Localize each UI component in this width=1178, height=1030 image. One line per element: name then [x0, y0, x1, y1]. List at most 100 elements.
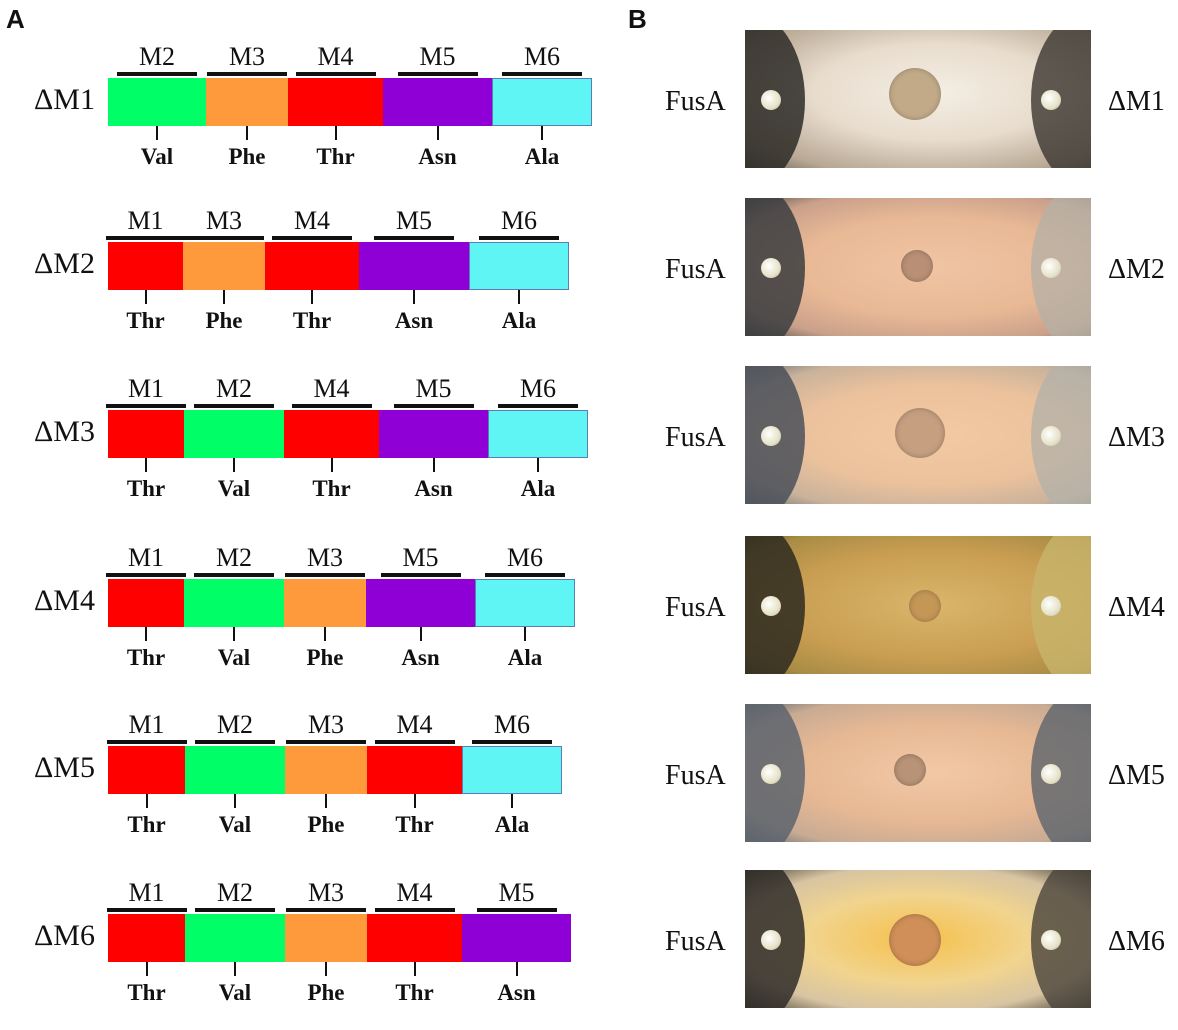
module-name: M2	[215, 374, 253, 403]
module-name: M3	[306, 543, 344, 572]
amino-acid-label: Phe	[228, 144, 266, 169]
module-tick	[144, 290, 147, 304]
colony-left	[761, 596, 781, 616]
plate-right-label: ΔM4	[1108, 592, 1165, 623]
module-tick	[334, 126, 337, 140]
module-tick	[233, 458, 235, 472]
colony-right	[1041, 930, 1061, 950]
colony-left	[761, 90, 781, 110]
module-segment	[265, 242, 359, 290]
module-tick	[541, 126, 543, 140]
module-name: M3	[205, 206, 243, 235]
amino-acid-label: Thr	[127, 980, 166, 1005]
module-row: ΔM4 M1 Thr M2 Val M3 Phe M5 Asn M6 Ala	[0, 545, 620, 695]
module-name: M2	[138, 42, 176, 71]
module-name: M5	[498, 878, 535, 907]
module-tick	[145, 794, 148, 808]
plate-photo	[745, 704, 1091, 842]
deletion-mutant-label: ΔM4	[34, 584, 95, 617]
amino-acid-label: Phe	[307, 812, 345, 837]
module-segment	[488, 410, 588, 458]
amino-acid-label: Ala	[494, 812, 530, 837]
deletion-mutant-label: ΔM6	[34, 919, 95, 952]
module-segment	[108, 410, 184, 458]
module-tick	[413, 290, 415, 304]
module-overline	[380, 573, 461, 577]
module-overline	[272, 236, 352, 240]
colony-left	[761, 764, 781, 784]
module-tick	[145, 458, 147, 472]
module-overline	[374, 908, 455, 912]
module-segment	[184, 579, 284, 627]
module-segment	[108, 914, 185, 962]
amino-acid-label: Thr	[316, 144, 355, 169]
inhibition-zone-right	[1031, 870, 1091, 1008]
colony-left	[761, 258, 781, 278]
colony-right	[1041, 90, 1061, 110]
plate-assay-row: FusA ΔM3	[660, 366, 1178, 506]
module-overline	[476, 908, 557, 912]
module-tick	[233, 627, 235, 641]
module-segment	[284, 410, 379, 458]
module-overline	[286, 908, 366, 912]
module-overline	[397, 72, 478, 76]
colony-right	[1041, 426, 1061, 446]
module-tick	[145, 962, 148, 976]
module-name: M5	[419, 42, 456, 71]
amino-acid-label: Thr	[312, 476, 351, 501]
module-overline	[374, 236, 454, 240]
module-name: M4	[396, 710, 433, 739]
module-tick	[223, 290, 225, 304]
module-name: M6	[523, 42, 561, 71]
module-name: M5	[402, 543, 439, 572]
module-tick	[325, 962, 327, 976]
module-tick	[311, 290, 313, 304]
center-spot	[889, 68, 941, 120]
plate-photo	[745, 198, 1091, 336]
module-segment	[184, 410, 284, 458]
deletion-mutant-label: ΔM2	[34, 247, 95, 280]
amino-acid-label: Val	[140, 144, 174, 169]
module-name: M3	[307, 878, 345, 907]
colony-right	[1041, 764, 1061, 784]
amino-acid-label: Thr	[126, 308, 165, 333]
module-segment	[285, 914, 367, 962]
amino-acid-label: Ala	[520, 476, 556, 501]
inhibition-zone-right	[1031, 30, 1091, 168]
module-overline	[285, 573, 365, 577]
module-tick	[436, 126, 439, 140]
module-name: M6	[519, 374, 557, 403]
amino-acid-label: Thr	[126, 476, 166, 501]
module-overline	[286, 740, 366, 744]
deletion-mutant-label: ΔM1	[34, 83, 95, 116]
plate-left-label: FusA	[665, 926, 726, 957]
module-row: ΔM6 M1 Thr M2 Val M3 Phe M4 Thr M5 Asn	[0, 880, 620, 1030]
module-segment	[206, 78, 288, 126]
module-tick	[325, 794, 327, 808]
module-overline	[393, 404, 474, 408]
module-name: M1	[128, 878, 165, 907]
colony-left	[761, 426, 781, 446]
module-tick	[145, 627, 147, 641]
module-name: M4	[313, 374, 350, 403]
plate-photo	[745, 30, 1091, 168]
module-segment	[284, 579, 366, 627]
module-tick	[246, 126, 248, 140]
amino-acid-label: Phe	[306, 645, 344, 670]
amino-acid-label: Phe	[205, 308, 243, 333]
amino-acid-label: Thr	[127, 812, 166, 837]
module-name: M4	[317, 42, 354, 71]
module-name: M6	[493, 710, 531, 739]
amino-acid-label: Ala	[507, 645, 543, 670]
module-overline	[374, 740, 455, 744]
colony-left	[761, 930, 781, 950]
plate-photo	[745, 366, 1091, 504]
module-segment	[108, 78, 206, 126]
module-name: M3	[307, 710, 345, 739]
module-overline	[106, 908, 187, 912]
inhibition-zone-right	[1031, 704, 1091, 842]
module-overline	[105, 236, 186, 240]
module-segment	[462, 746, 562, 794]
module-overline	[184, 236, 264, 240]
module-segment	[359, 242, 469, 290]
